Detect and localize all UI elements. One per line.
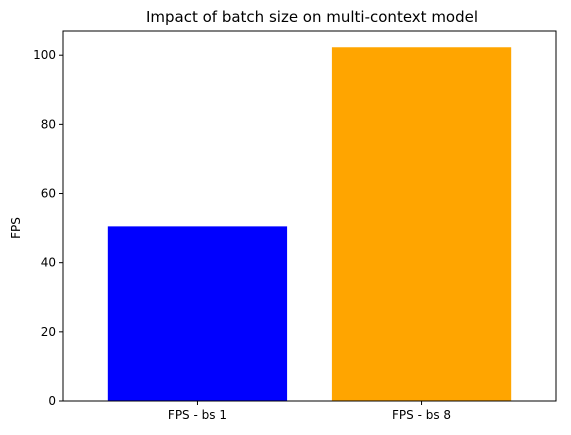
bar-2 [331,47,512,402]
plot-frame [62,30,557,402]
y-tick-label: 40 [41,256,56,270]
bar-1 [107,226,288,401]
x-axis-ticks: FPS - bs 1 FPS - bs 8 [168,401,451,422]
y-tick-label: 0 [48,394,56,408]
bars-group [107,47,512,402]
y-tick-label: 60 [41,187,56,201]
y-axis-ticks: 0 20 40 60 80 100 [33,48,63,408]
x-tick-label: FPS - bs 1 [168,408,227,422]
x-tick-label: FPS - bs 8 [392,408,451,422]
y-tick-label: 80 [41,117,56,131]
y-tick-label: 100 [33,48,56,62]
y-tick-label: 20 [41,325,56,339]
y-axis-label: FPS [9,217,23,239]
chart-title: Impact of batch size on multi-context mo… [146,8,478,26]
